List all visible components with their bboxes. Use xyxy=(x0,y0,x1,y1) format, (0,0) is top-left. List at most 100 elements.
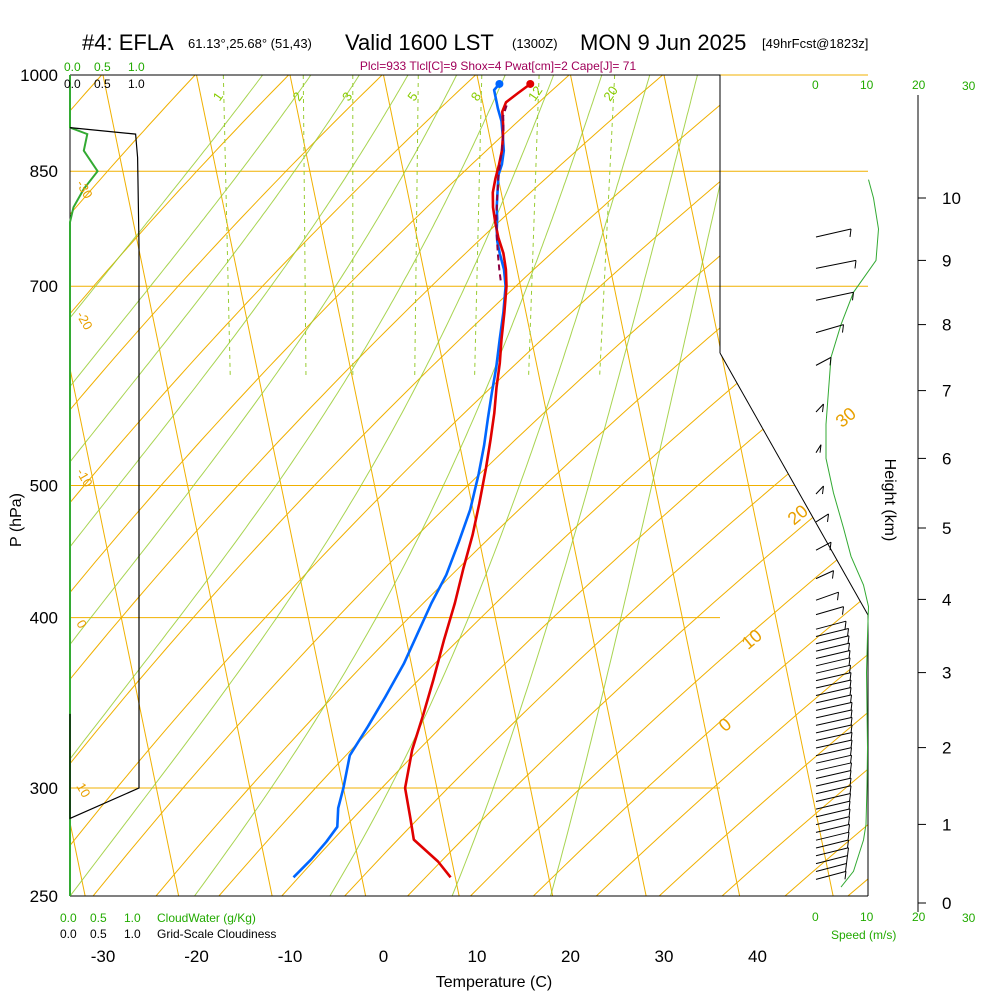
dry-adiabat xyxy=(259,75,868,896)
wind-barb xyxy=(815,855,848,865)
wind-barb xyxy=(815,324,844,334)
dry-adiabat xyxy=(197,75,868,896)
height-tick-label: 1 xyxy=(942,815,951,834)
wind-barb xyxy=(815,541,832,551)
wind-barb-flag xyxy=(842,324,844,333)
wind-barb xyxy=(815,701,853,711)
wind-barb-flag xyxy=(850,732,853,741)
wind-barb-flag xyxy=(850,762,852,771)
wind-barb-flag xyxy=(849,672,852,681)
isotherm-line xyxy=(476,75,647,896)
dry-adiabat xyxy=(570,75,868,896)
wind-barb xyxy=(815,444,822,453)
wind-barb-flag xyxy=(850,717,853,726)
mixing-ratio-lines xyxy=(222,75,616,378)
cloud-water-tick-top: 0.0 xyxy=(64,60,81,74)
temperature-tick-label: 10 xyxy=(468,947,487,966)
isotherm-label: 30 xyxy=(832,403,860,431)
wind-barb xyxy=(815,762,852,772)
wind-barb-flag xyxy=(822,485,824,495)
speed-tick-top: 10 xyxy=(860,78,874,92)
wind-barb xyxy=(815,356,832,366)
wind-barb xyxy=(815,808,851,818)
wind-barb-flag xyxy=(850,694,852,703)
wind-barb xyxy=(815,716,853,726)
moist-adiabat xyxy=(70,75,332,896)
moist-adiabat xyxy=(70,75,378,896)
moist-adiabat xyxy=(451,75,706,896)
speed-tick-top: 20 xyxy=(912,78,926,92)
title-zulu: (1300Z) xyxy=(512,36,558,51)
mixing-ratio-label: 20 xyxy=(600,83,621,103)
moist-adiabat xyxy=(70,75,425,896)
wind-barb-flag xyxy=(842,606,844,615)
mixing-ratio-labels: 1 2 3 5 8 12 20 xyxy=(210,83,621,103)
wind-barb-flag xyxy=(849,665,851,674)
wind-barb xyxy=(815,672,852,682)
pressure-tick-label: 1000 xyxy=(20,66,58,85)
wind-barb-flag xyxy=(829,357,832,366)
cloudiness-tick-bottom: 0.0 xyxy=(60,927,77,941)
height-tick-label: 0 xyxy=(942,894,951,913)
wind-barb xyxy=(815,606,844,616)
dry-adiabat xyxy=(384,75,868,896)
mixing-ratio-line xyxy=(599,75,616,378)
wind-barb xyxy=(815,709,853,719)
isotherm-line xyxy=(70,75,180,896)
wind-barb-flag xyxy=(847,635,850,644)
pressure-tick-label: 400 xyxy=(30,609,58,628)
wind-barb-flag xyxy=(848,801,851,810)
temperature-tick-label: 40 xyxy=(748,947,767,966)
wind-barb xyxy=(815,831,850,841)
cloudiness-tick-top: 0.0 xyxy=(64,77,81,91)
isotherm-label: -30 xyxy=(73,177,95,201)
speed-tick-bottom: 10 xyxy=(860,910,874,924)
mixing-ratio-line xyxy=(222,75,231,378)
title-date: MON 9 Jun 2025 xyxy=(580,30,746,55)
frame-diagonal xyxy=(719,352,869,616)
dry-adiabat xyxy=(695,75,868,896)
height-tick-label: 3 xyxy=(942,664,951,683)
speed-label: Speed (m/s) xyxy=(831,928,896,942)
wind-barb-flag xyxy=(847,832,850,841)
isotherm-label: -20 xyxy=(73,309,95,333)
moist-adiabat xyxy=(194,75,612,896)
height-tick-label: 6 xyxy=(942,449,951,468)
parcel-line xyxy=(495,105,508,283)
wind-barb xyxy=(815,627,849,637)
mixing-ratio-label: 12 xyxy=(525,83,546,103)
cloud-water-tick-bottom: 0.5 xyxy=(90,911,107,925)
wind-barb xyxy=(815,291,854,301)
dewpoint-surface-point xyxy=(495,79,504,88)
title-valid: Valid 1600 LST xyxy=(345,30,494,55)
temperature-tick-label: -10 xyxy=(278,947,303,966)
isotherm-label: 10 xyxy=(73,780,93,800)
isotherm-label: 0 xyxy=(715,714,736,736)
isotherm-line xyxy=(663,75,834,896)
height-tick-label: 8 xyxy=(942,316,951,335)
height-axis-label: Height (km) xyxy=(881,459,898,542)
wind-barb-flag xyxy=(832,570,834,579)
cloud-water-tick-top: 1.0 xyxy=(128,60,145,74)
wind-barb-flag xyxy=(847,839,849,849)
wind-barb-flag xyxy=(849,679,852,689)
pressure-tick-label: 500 xyxy=(30,477,58,496)
wind-barb xyxy=(815,777,852,787)
height-tick-label: 10 xyxy=(942,189,961,208)
cloud-water-tick-bottom: 1.0 xyxy=(124,911,141,925)
dry-adiabat xyxy=(0,46,33,920)
wind-barb xyxy=(815,739,853,749)
cloud-water-tick-top: 0.5 xyxy=(94,60,111,74)
moist-adiabat xyxy=(70,75,519,896)
pressure-tick-label: 250 xyxy=(30,887,58,906)
subtitle: Plcl=933 Tlcl[C]=9 Shox=4 Pwat[cm]=2 Cap… xyxy=(360,59,637,73)
height-tick-label: 9 xyxy=(942,251,951,270)
height-tick-label: 2 xyxy=(942,739,951,758)
cloud-profiles xyxy=(69,75,140,896)
wind-barb-flag xyxy=(829,542,832,551)
wind-barb xyxy=(815,747,852,757)
wind-barb-flag xyxy=(848,657,851,666)
wind-barb xyxy=(815,847,849,857)
moist-adiabat xyxy=(70,75,285,896)
